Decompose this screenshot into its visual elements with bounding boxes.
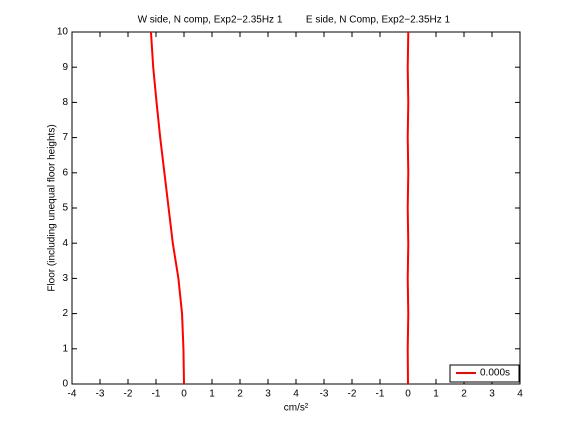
x-tick-label: 2 <box>237 389 243 400</box>
y-axis-label: Floor (including unequal floor heights) <box>47 124 58 291</box>
x-tick-label: 4 <box>517 389 523 400</box>
y-tick-label: 1 <box>62 343 68 354</box>
y-tick-label: 2 <box>62 308 68 319</box>
y-tick-label: 6 <box>62 167 68 178</box>
x-tick-label: -3 <box>320 389 329 400</box>
x-tick-label: 0 <box>181 389 187 400</box>
x-tick-label: -4 <box>68 389 77 400</box>
x-tick-label: -2 <box>124 389 133 400</box>
x-tick-label: -1 <box>152 389 161 400</box>
y-tick-label: 0 <box>62 379 68 390</box>
x-tick-label: 2 <box>461 389 467 400</box>
x-tick-label: 0 <box>405 389 411 400</box>
x-tick-label: -1 <box>376 389 385 400</box>
title-west: W side, N comp, Exp2−2.35Hz 1 <box>138 15 283 26</box>
data-line <box>406 31 410 385</box>
y-tick-label: 9 <box>62 62 68 73</box>
title-east: E side, N Comp, Exp2−2.35Hz 1 <box>306 15 451 26</box>
legend-label: 0.000s <box>480 368 510 379</box>
data-line <box>149 31 185 385</box>
x-tick-label: -3 <box>96 389 105 400</box>
y-tick-label: 4 <box>62 238 68 249</box>
y-tick-label: 7 <box>62 132 68 143</box>
x-tick-label: 1 <box>433 389 439 400</box>
y-tick-label: 8 <box>62 97 68 108</box>
y-tick-label: 10 <box>57 27 69 38</box>
x-axis-label: cm/s² <box>284 403 309 414</box>
x-tick-label: 3 <box>265 389 271 400</box>
x-tick-label: 4 <box>293 389 299 400</box>
legend-box <box>449 364 520 383</box>
y-tick-label: 5 <box>62 203 68 214</box>
x-tick-label: 1 <box>209 389 215 400</box>
x-tick-label: 3 <box>489 389 495 400</box>
x-tick-label: -2 <box>348 389 357 400</box>
y-tick-label: 3 <box>62 273 68 284</box>
